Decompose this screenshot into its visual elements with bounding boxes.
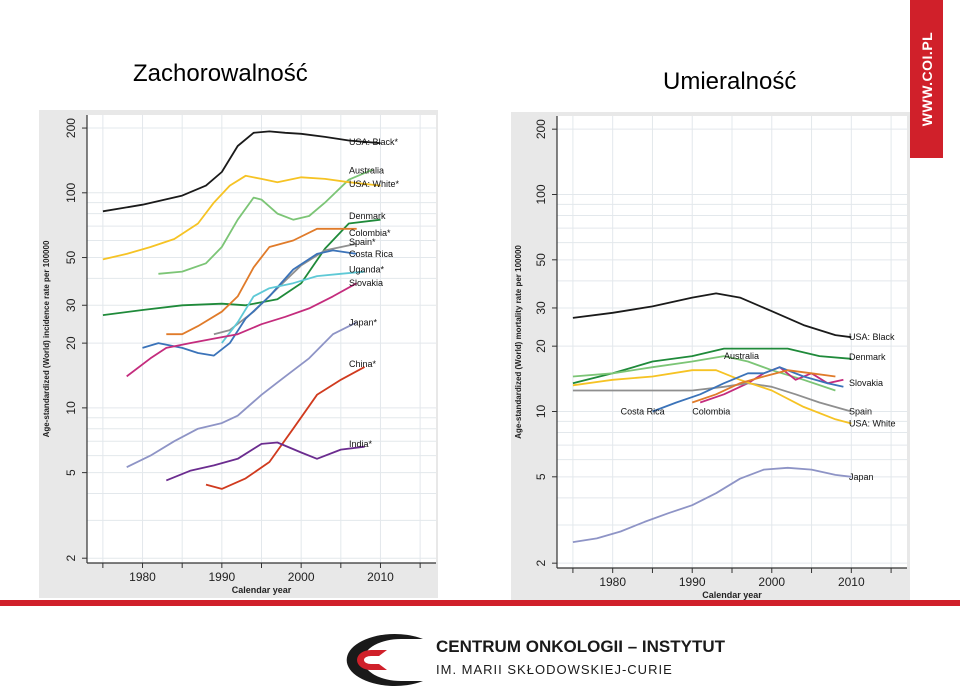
series-label: Denmark [849,352,886,362]
series-line [102,130,381,213]
y-tick-label: 50 [534,253,548,267]
series-label: Japan [849,472,874,482]
y-tick-label: 30 [534,301,548,315]
series-line [572,369,852,425]
mortality-chart-svg: 2 5 10 20 30 50 100 200 1980 1990 2000 2010 Calendar… [514,116,907,600]
series-label: USA: White* [349,179,400,189]
series-line [126,321,358,469]
x-axis-title: Calendar year [232,585,292,595]
y-tick-label: 20 [64,336,78,350]
x-tick-label: 1980 [129,570,156,584]
website-banner[interactable]: WWW.COI.PL [910,0,943,158]
series-label: USA: White [849,419,896,429]
series-label: Japan* [349,317,378,327]
series-line [158,168,373,275]
series-annotation: Costa Rica [621,406,665,416]
y-tick-label: 2 [64,555,78,562]
institute-logo-icon [346,634,423,686]
y-tick-label: 2 [534,560,548,567]
y-tick-label: 5 [64,469,78,476]
y-axis-title: Age-standardized (World) incidence rate … [42,240,51,437]
series-label: Spain* [349,237,376,247]
series-label: India* [349,439,373,449]
institute-subtitle: IM. MARII SKŁODOWSKIEJ-CURIE [436,662,673,677]
series-line [652,366,844,413]
series-line [102,174,381,261]
series-line [691,369,836,404]
x-tick-label: 2000 [288,570,315,584]
series-annotation: Colombia [692,406,730,416]
series-label: Slovakia [349,278,383,288]
x-tick-label: 2010 [838,575,865,589]
y-tick-label: 10 [64,401,78,415]
series-line [126,282,358,378]
y-tick-label: 200 [534,119,548,139]
y-tick-label: 30 [64,298,78,312]
bottom-divider [0,600,960,606]
series-label: Spain [849,406,872,416]
y-tick-label: 100 [534,184,548,204]
series-label: USA: Black [849,332,895,342]
y-axis-title: Age-standardized (World) mortality rate … [514,245,523,439]
series-label: Denmark [349,211,386,221]
institute-name: CENTRUM ONKOLOGII – INSTYTUT [436,637,725,656]
y-tick-label: 100 [64,182,78,202]
series-line [572,466,852,543]
x-tick-label: 1990 [679,575,706,589]
x-tick-label: 2010 [367,570,394,584]
y-tick-label: 50 [64,251,78,265]
x-tick-label: 1990 [208,570,235,584]
series-annotation: Australia [724,351,759,361]
y-tick-label: 200 [64,118,78,138]
series-line [165,441,365,482]
x-tick-label: 2000 [758,575,785,589]
series-line [572,347,852,385]
x-axis-title: Calendar year [702,590,762,600]
y-tick-label: 10 [534,404,548,418]
series-label: Slovakia [849,378,883,388]
x-tick-label: 1980 [599,575,626,589]
series-line [142,249,357,357]
y-tick-label: 5 [534,473,548,480]
series-label: Uganda* [349,264,385,274]
website-banner-text: WWW.COI.PL [918,31,935,127]
series-line [221,270,365,344]
y-tick-label: 20 [534,339,548,353]
mortality-title: Umieralność [663,68,797,95]
series-label: Costa Rica [349,249,393,259]
series-label: Australia [349,165,384,175]
series-line [102,218,381,316]
mortality-chart: 2 5 10 20 30 50 100 200 1980 1990 2000 2010 Calendar… [511,112,910,602]
series-label: China* [349,359,377,369]
series-line [166,227,357,336]
incidence-title: Zachorowalność [133,60,308,87]
series-label: Colombia* [349,228,391,238]
incidence-chart: 2 5 10 20 30 50 100 200 1980 1990 2000 2010 Calendar… [39,110,438,598]
incidence-chart-svg: 2 5 10 20 30 50 100 200 1980 1990 2000 2010 Calendar… [42,115,436,595]
series-line [205,366,366,490]
series-label: USA: Black* [349,137,399,147]
series-line [572,292,852,339]
